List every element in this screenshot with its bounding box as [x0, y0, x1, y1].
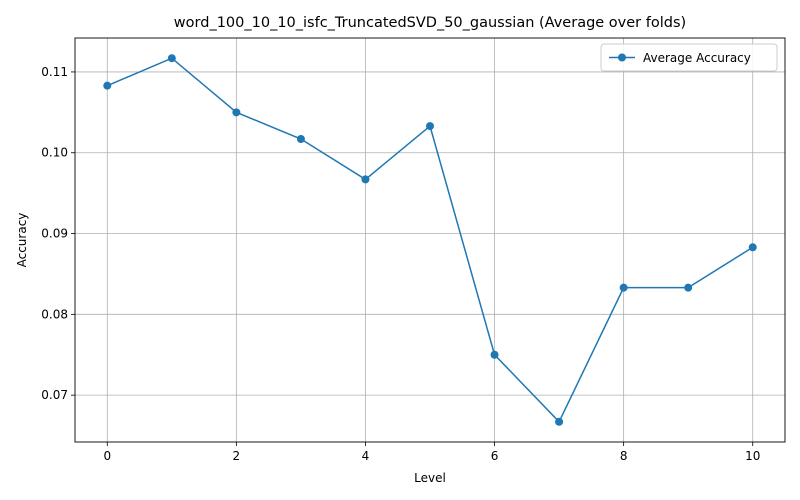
data-point	[426, 122, 434, 131]
data-point	[555, 417, 564, 426]
data-point	[167, 54, 176, 63]
data-point	[490, 350, 499, 359]
data-point	[296, 135, 305, 143]
legend: Average Accuracy	[600, 43, 778, 72]
data-point	[684, 283, 693, 292]
y-tick-label: 0.07	[41, 388, 68, 402]
x-tick-label: 6	[491, 449, 499, 463]
y-tick-label: 0.08	[41, 307, 68, 321]
legend-marker-sample	[618, 53, 626, 62]
x-tick-label: 0	[103, 449, 111, 463]
data-point	[232, 108, 241, 117]
y-axis-ticks: 0.07 0.08 0.09 0.10 0.11	[41, 65, 75, 402]
data-point	[619, 283, 628, 292]
grid-lines	[75, 38, 785, 442]
plot-frame	[74, 37, 786, 443]
x-tick-label: 4	[362, 449, 370, 463]
x-tick-label: 2	[233, 449, 241, 463]
legend-label: Average Accuracy	[643, 51, 751, 65]
x-axis-ticks: 0 2 4 6 8 10	[103, 442, 760, 463]
x-axis-label: Level	[414, 471, 446, 485]
y-tick-label: 0.10	[41, 146, 68, 160]
data-point	[748, 243, 757, 252]
series-layer	[103, 54, 757, 426]
x-tick-label: 10	[745, 449, 760, 463]
chart-title: word_100_10_10_isfc_TruncatedSVD_50_gaus…	[174, 15, 686, 31]
y-tick-label: 0.11	[41, 65, 68, 79]
y-axis-label: Accuracy	[15, 213, 29, 268]
x-tick-label: 8	[620, 449, 628, 463]
data-point	[103, 81, 112, 90]
data-point	[361, 175, 370, 184]
legend-box	[600, 43, 778, 72]
y-tick-label: 0.09	[41, 227, 68, 241]
